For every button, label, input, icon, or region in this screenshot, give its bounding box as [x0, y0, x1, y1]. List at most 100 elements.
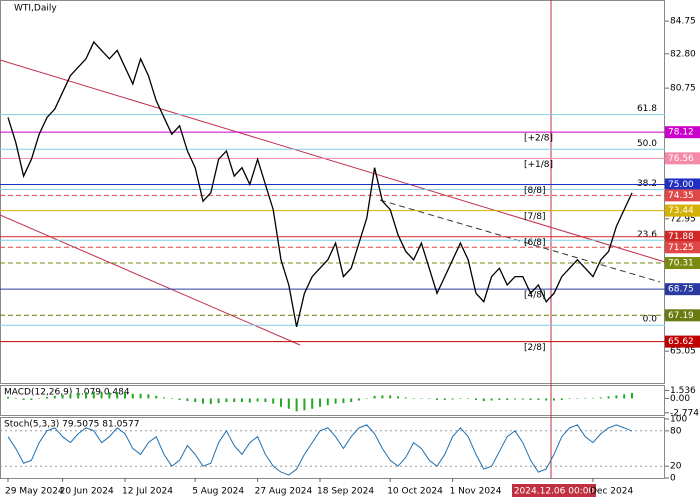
macd-bar [61, 394, 64, 399]
macd-bar [225, 398, 228, 403]
y-tick-label: 80 [670, 426, 682, 436]
macd-bar [467, 398, 470, 399]
x-tick-label: 5 Aug 2024 [192, 487, 244, 497]
macd-bar [53, 395, 56, 399]
x-tick-label: Dec 2024 [590, 487, 633, 497]
macd-bar [350, 398, 353, 403]
macd-bar [482, 398, 485, 402]
y-tick-label: 82.80 [670, 49, 696, 59]
macd-bar [342, 398, 345, 404]
macd-bar [241, 398, 243, 403]
macd-bar [529, 398, 532, 400]
stoch-title: Stoch(5,3,3) 79.5075 81.0577 [4, 420, 139, 430]
price-box-label: 70.31 [668, 259, 694, 269]
macd-bar [7, 396, 9, 399]
macd-bar [381, 395, 384, 399]
macd-bar [451, 398, 454, 400]
y-tick-label: 72.95 [670, 214, 696, 224]
macd-bar [373, 395, 376, 399]
macd-bar [521, 398, 524, 400]
macd-bar [139, 393, 142, 399]
price-box [665, 309, 700, 322]
macd-bar [69, 393, 72, 399]
x-tick-label: 27 Aug 2024 [255, 487, 313, 497]
price-box-label: 73.44 [668, 206, 694, 216]
macd-bar [280, 398, 282, 407]
price-box-label: 76.56 [668, 154, 694, 164]
price-box [665, 283, 700, 296]
macd-bar [108, 392, 111, 399]
macd-panel [0, 385, 665, 416]
macd-bar [287, 398, 290, 409]
macd-bar [202, 398, 204, 404]
macd-bar [248, 398, 251, 403]
macd-bar [209, 398, 212, 405]
macd-bar [295, 398, 298, 412]
macd-bar [30, 398, 33, 400]
y-tick-label: 100 [670, 415, 687, 425]
macd-bar [545, 398, 548, 401]
x-tick-label: 20 Jun 2024 [60, 487, 114, 497]
level-marker: [+2/8] [524, 134, 553, 144]
level-marker: [6/8] [524, 238, 546, 248]
macd-bar [607, 396, 610, 399]
macd-bar [38, 398, 41, 399]
price-box [665, 152, 700, 165]
date-box [512, 484, 596, 497]
fib-label: 50.0 [637, 139, 657, 149]
price-box [665, 257, 700, 270]
macd-bar [599, 397, 602, 399]
y-tick-label: 84.75 [670, 17, 696, 27]
fib-label: 23.6 [637, 230, 657, 240]
macd-bar [85, 392, 87, 399]
level-marker: [+1/8] [524, 160, 553, 170]
price-box-label: 67.19 [668, 311, 694, 321]
level-marker: [7/8] [524, 212, 546, 222]
macd-bar [14, 398, 17, 399]
macd-bar [264, 398, 267, 403]
y-tick-label: 0 [670, 474, 676, 484]
macd-bar [568, 398, 571, 399]
macd-bar [404, 397, 407, 399]
price-box-label: 68.75 [668, 285, 694, 295]
price-line [7, 40, 633, 328]
x-tick-label: 18 Sep 2024 [317, 487, 374, 497]
trend-line [379, 199, 661, 283]
price-box [665, 126, 700, 139]
price-box [665, 335, 700, 348]
price-box-label: 78.12 [668, 128, 694, 138]
price-box-label: 65.62 [668, 337, 694, 347]
macd-bar [194, 398, 197, 403]
macd-bar [326, 398, 329, 406]
macd-bar [170, 398, 173, 399]
macd-bar [459, 398, 462, 399]
channel-line [0, 59, 666, 263]
macd-bar [584, 397, 587, 399]
macd-bar [100, 391, 103, 399]
macd-bar [490, 398, 493, 401]
macd-bar [420, 398, 423, 399]
macd-bar [334, 398, 337, 404]
macd-bar [506, 398, 509, 400]
chart-title: WTI,Daily [14, 4, 57, 14]
macd-bar [475, 398, 477, 400]
macd-bar [389, 395, 392, 399]
macd-bar [124, 392, 126, 399]
y-tick-label: 65.05 [670, 347, 696, 357]
y-tick-label: 20 [670, 462, 682, 472]
macd-bar [155, 395, 158, 399]
macd-bar [631, 392, 633, 399]
macd-bar [178, 398, 181, 400]
macd-bar [303, 398, 306, 411]
macd-bar [537, 398, 540, 400]
price-box [665, 204, 700, 217]
macd-bar [592, 397, 594, 399]
macd-bar [233, 398, 236, 403]
macd-bar [311, 398, 314, 409]
macd-bar [92, 391, 95, 399]
macd-title: MACD(12,26,9) 1.079 0.484 [4, 388, 130, 398]
macd-bar [131, 393, 134, 399]
x-tick-label: 29 May 2024 [5, 487, 64, 497]
x-tick-label: 1 Nov 2024 [450, 487, 502, 497]
price-box-label: 71.25 [668, 243, 694, 253]
